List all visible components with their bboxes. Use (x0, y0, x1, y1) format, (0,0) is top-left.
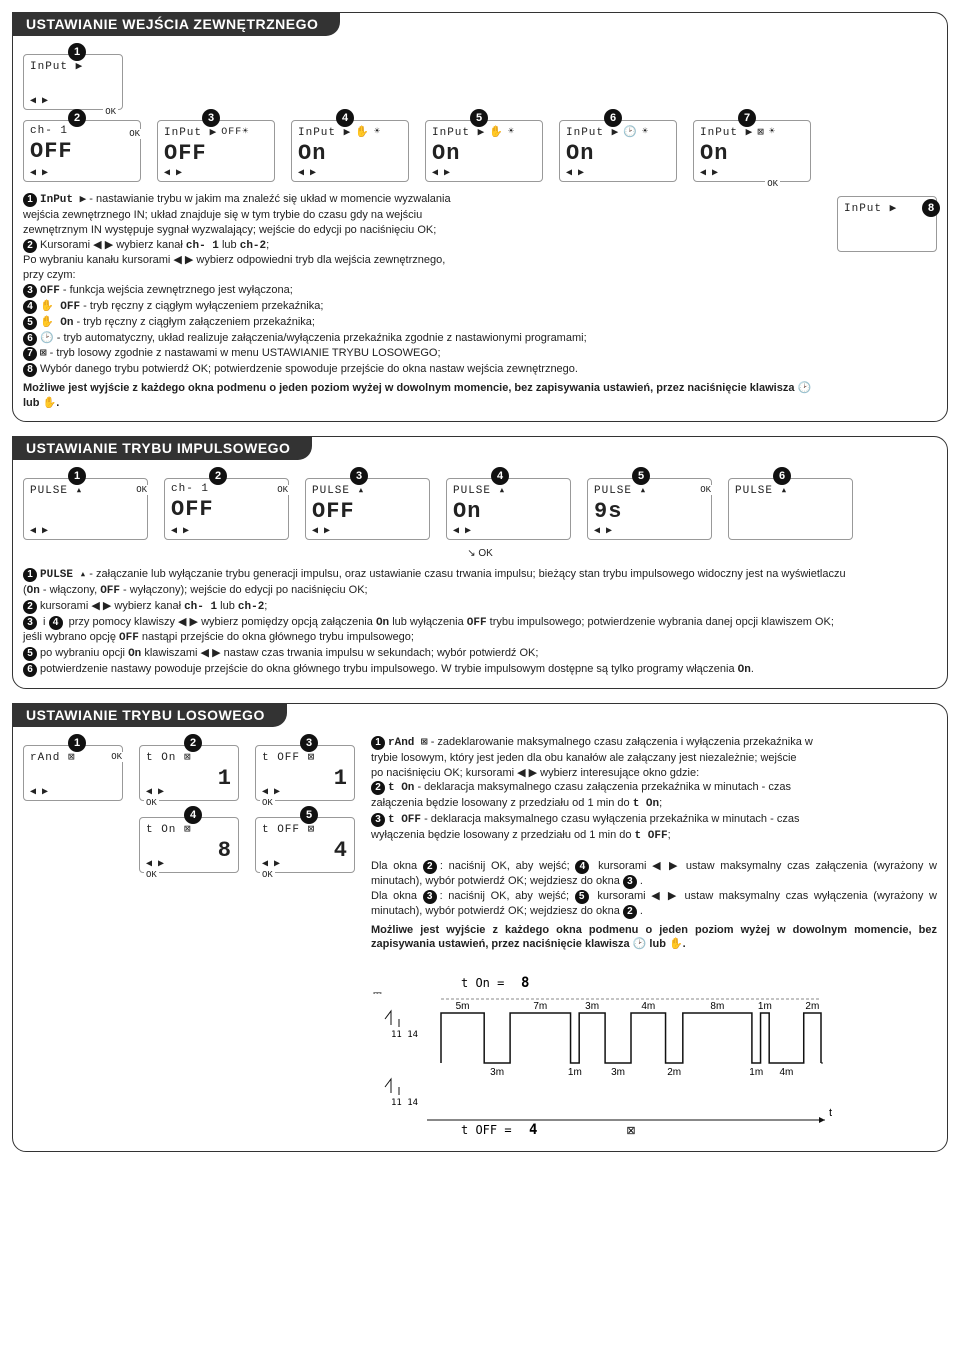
pulse-desc: 1PULSE ▴ - załączanie lub wyłączanie try… (23, 567, 937, 678)
svg-text:⊠: ⊠ (626, 1125, 635, 1137)
svg-text:8m: 8m (710, 1001, 724, 1012)
svg-text:4: 4 (529, 1122, 537, 1138)
lcd-ext-2: 2 ch- 1 OFF ◀ ▶ OK (23, 120, 141, 182)
svg-text:4m: 4m (780, 1067, 794, 1078)
lcd-pulse-4: 4 PULSE ▴ On ◀ ▶ (446, 478, 571, 540)
ext-desc: 1InPut ▶ - nastawianie trybu w jakim ma … (23, 192, 821, 411)
lcd-ext-3: 3 InPut ▶OFF☀ OFF ◀ ▶ (157, 120, 275, 182)
lcd-ext-4: 4 InPut ▶✋☀ On ◀ ▶ (291, 120, 409, 182)
lcd-ext-1: 1 InPut ▶ ◀ ▶ OK (23, 54, 123, 110)
lcd-pulse-1: 1 PULSE ▴ ◀ ▶ OK (23, 478, 148, 540)
rand-inst3: Dla okna 3: naciśnij OK, aby wejść; 5 ku… (371, 889, 937, 919)
svg-text:⎓: ⎓ (373, 986, 382, 999)
lcd-rand-4: 4 t On ⊠ 8 ◀ ▶ OK (139, 817, 239, 873)
ext-input-panel: USTAWIANIE WEJŚCIA ZEWNĘTRZNEGO 1 InPut … (12, 12, 948, 422)
sun-icon: OFF☀ (221, 126, 249, 138)
lcd-rand-2: 2 t On ⊠ 1 ◀ ▶ OK (139, 745, 239, 801)
rand-note: Możliwe jest wyjście z każdego okna podm… (371, 923, 937, 953)
svg-text:t: t (829, 1107, 832, 1119)
lcd-ext-5: 5 InPut ▶✋☀ On ◀ ▶ (425, 120, 543, 182)
svg-text:5m: 5m (456, 1001, 470, 1012)
clock-icon: 🕑 (623, 125, 638, 139)
svg-text:4m: 4m (641, 1001, 655, 1012)
svg-text:7m: 7m (533, 1001, 547, 1012)
timing-chart: ⎓ t On = 8 11 14 11 14 5m 7m 3m 4m 8m 1m 2m 3m 1m 3m 2… (371, 971, 841, 1141)
ext-title: USTAWIANIE WEJŚCIA ZEWNĘTRZNEGO (12, 12, 340, 36)
lcd-pulse-5: 5 PULSE ▴ 9s ◀ ▶ OK (587, 478, 712, 540)
svg-text:1m: 1m (568, 1067, 582, 1078)
pulse-diagram: 1 PULSE ▴ ◀ ▶ OK 2 ch- 1 OFF ◀ ▶ OK 3 PU… (23, 478, 937, 540)
pulse-panel: USTAWIANIE TRYBU IMPULSOWEGO 1 PULSE ▴ ◀… (12, 436, 948, 689)
lcd-pulse-2: 2 ch- 1 OFF ◀ ▶ OK (164, 478, 289, 540)
svg-text:1m: 1m (758, 1001, 772, 1012)
lcd-rand-5: 5 t OFF ⊠ 4 ◀ ▶ OK (255, 817, 355, 873)
sun-icon: ☀ (769, 126, 776, 138)
rand-diagram: 1 rAnd ⊠ ◀ ▶ OK 2 t On ⊠ 1 ◀ ▶ OK 3 t OF… (23, 735, 355, 873)
arrows-icon: ◀ ▶ (30, 95, 48, 107)
sun-icon: ☀ (508, 126, 515, 138)
svg-text:t OFF =: t OFF = (461, 1123, 512, 1137)
svg-text:3m: 3m (585, 1001, 599, 1012)
svg-text:11 14: 11 14 (391, 1098, 418, 1108)
badge-1: 1 (68, 43, 86, 61)
sun-icon: ☀ (374, 126, 381, 138)
timing-diagram: ⎓ t On = 8 11 14 11 14 5m 7m 3m 4m 8m 1m 2m 3m 1m 3m 2… (371, 966, 937, 1141)
lcd-pulse-3: 3 PULSE ▴ OFF ◀ ▶ (305, 478, 430, 540)
ok-label: OK (765, 179, 780, 189)
hand-icon: ✋ (489, 125, 504, 139)
random-desc: 1rAnd ⊠ - zadeklarowanie maksymalnego cz… (371, 735, 937, 1141)
svg-text:2m: 2m (805, 1001, 819, 1012)
lcd-ext-7: 7 InPut ▶⊠☀ On ◀ ▶ OK (693, 120, 811, 182)
ext-note: Możliwe jest wyjście z każdego okna podm… (23, 381, 821, 411)
lcd-pulse-6: 6 PULSE ▴ (728, 478, 853, 540)
ext-diagram-row2: 2 ch- 1 OFF ◀ ▶ OK 3 InPut ▶OFF☀ OFF ◀ ▶… (23, 120, 937, 182)
svg-text:3m: 3m (490, 1067, 504, 1078)
ok-label: OK (103, 107, 118, 117)
lcd-ext-1-top: InPut ▶ (30, 59, 116, 73)
lcd-rand-1: 1 rAnd ⊠ ◀ ▶ OK (23, 745, 123, 801)
random-row: 1 rAnd ⊠ ◀ ▶ OK 2 t On ⊠ 1 ◀ ▶ OK 3 t OF… (23, 735, 937, 1141)
svg-text:2m: 2m (667, 1067, 681, 1078)
svg-text:t On =: t On = (461, 976, 504, 990)
rand-inst2: Dla okna 2: naciśnij OK, aby wejść; 4 ku… (371, 859, 937, 889)
ext-diagram: 1 InPut ▶ ◀ ▶ OK (23, 54, 937, 110)
svg-text:8: 8 (521, 975, 529, 991)
svg-text:3m: 3m (611, 1067, 625, 1078)
lcd-rand-3: 3 t OFF ⊠ 1 ◀ ▶ OK (255, 745, 355, 801)
ok-label: OK (127, 129, 142, 139)
sun-icon: ☀ (642, 126, 649, 138)
svg-text:1m: 1m (749, 1067, 763, 1078)
random-panel: USTAWIANIE TRYBU LOSOWEGO 1 rAnd ⊠ ◀ ▶ O… (12, 703, 948, 1152)
hand-icon: ✋ (355, 125, 370, 139)
random-title: USTAWIANIE TRYBU LOSOWEGO (12, 703, 287, 727)
lcd-ext-6: 6 InPut ▶🕑☀ On ◀ ▶ (559, 120, 677, 182)
lcd-ext-8: 8 InPut ▶ (837, 196, 937, 252)
pulse-title: USTAWIANIE TRYBU IMPULSOWEGO (12, 436, 312, 460)
random-icon: ⊠ (757, 125, 765, 139)
ext-desc-row: 1InPut ▶ - nastawianie trybu w jakim ma … (23, 192, 937, 411)
svg-text:11 14: 11 14 (391, 1030, 418, 1040)
